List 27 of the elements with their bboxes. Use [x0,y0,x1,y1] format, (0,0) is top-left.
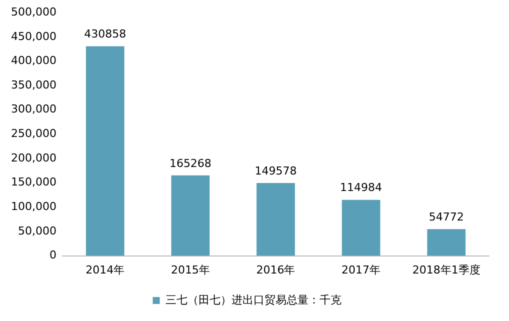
y-tick-label: 150,000 [10,176,56,189]
y-tick-label: 400,000 [10,54,56,68]
bar [86,46,124,256]
data-label: 149578 [254,164,297,178]
x-tick-label: 2015年 [170,263,210,276]
bar [427,229,466,256]
x-tick-label: 2014年 [86,263,125,276]
x-tick-label: 2016年 [256,263,296,276]
data-label: 114984 [340,181,382,194]
legend-label: 三七（田七）进出口贸易总量：千克 [165,293,342,306]
data-label: 54772 [428,210,464,224]
bar [171,175,210,256]
x-tick-label: 2018年1季度 [412,263,480,276]
x-tick-label: 2017年 [342,263,381,276]
y-tick-label: 0 [49,248,56,262]
y-tick-label: 100,000 [10,200,56,214]
bar [342,200,380,256]
y-tick-label: 50,000 [18,224,56,238]
y-tick-label: 200,000 [10,151,56,164]
y-tick-label: 300,000 [10,102,56,116]
y-tick-label: 350,000 [10,78,56,92]
y-tick-label: 500,000 [10,5,56,18]
data-label: 165268 [169,156,212,170]
y-tick-label: 450,000 [10,30,56,43]
data-label: 430858 [84,28,126,41]
bar [256,183,295,256]
y-tick-label: 250,000 [10,127,56,140]
